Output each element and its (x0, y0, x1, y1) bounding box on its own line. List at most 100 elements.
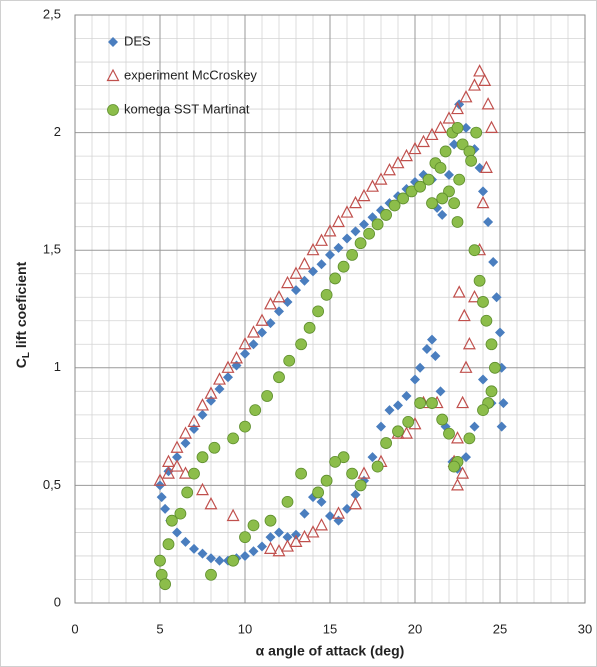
triangle-marker (298, 529, 311, 543)
circle-marker (281, 495, 294, 508)
triangle-marker (153, 473, 167, 486)
triangle-marker (451, 101, 464, 115)
y-tick-label: 1 (54, 359, 61, 374)
circle-marker (488, 361, 501, 374)
triangle-marker (213, 372, 226, 385)
circle-marker (371, 218, 384, 231)
y-label-subscript: L (21, 352, 32, 358)
triangle-marker (366, 179, 379, 192)
y-tick-label: 2 (54, 124, 61, 139)
x-tick-label: 25 (493, 621, 507, 636)
legend-label: komega SST Martinat (124, 101, 250, 116)
triangle-marker (306, 242, 320, 256)
triangle-marker (196, 398, 209, 411)
diamond-marker (108, 37, 118, 47)
circle-marker (397, 192, 410, 205)
triangle-marker (162, 466, 175, 479)
circle-marker (154, 554, 166, 567)
y-tick-label: 0 (54, 594, 61, 609)
triangle-marker (272, 543, 286, 557)
circle-marker (283, 354, 296, 367)
y-label-part: C (13, 358, 29, 368)
circle-marker (227, 554, 240, 567)
circle-marker (249, 404, 262, 417)
diamond-marker (180, 438, 191, 449)
circle-marker (485, 385, 498, 398)
circle-marker (107, 104, 119, 116)
diamond-marker (316, 259, 327, 270)
triangle-marker (459, 360, 473, 373)
circle-marker (174, 507, 187, 520)
diamond-marker (427, 334, 437, 345)
circle-marker (443, 185, 455, 198)
y-tick-label: 0,5 (43, 477, 61, 492)
triangle-marker (456, 395, 470, 409)
x-tick-label: 5 (156, 621, 163, 636)
x-tick-label: 10 (238, 621, 252, 636)
triangle-marker (452, 285, 466, 298)
circle-marker (159, 578, 172, 591)
y-tick-label: 2,5 (43, 6, 61, 21)
triangle-marker (221, 360, 235, 373)
triangle-marker (434, 120, 447, 133)
diamond-marker (393, 400, 403, 411)
diamond-marker (160, 503, 171, 514)
circle-marker (436, 413, 449, 426)
triangle-marker (451, 478, 464, 491)
circle-marker (208, 441, 221, 454)
circle-marker (188, 467, 200, 480)
triangle-marker (462, 336, 476, 350)
circle-marker (295, 467, 308, 480)
circle-marker (295, 338, 308, 351)
circle-marker (468, 244, 481, 257)
diamond-marker (214, 555, 225, 566)
x-axis-label: α angle of attack (deg) (256, 643, 405, 659)
circle-marker (434, 161, 447, 174)
triangle-marker (485, 120, 498, 133)
circle-marker (312, 305, 325, 318)
circle-marker (346, 467, 359, 480)
circle-marker (329, 272, 342, 285)
legend: DES experiment McCroskey komega SST Martin… (106, 33, 257, 116)
circle-marker (320, 474, 333, 487)
triangle-marker (289, 266, 303, 279)
circle-marker (453, 173, 466, 186)
diamond-marker (299, 508, 310, 519)
triangle-marker (106, 68, 120, 82)
circle-marker (264, 514, 277, 527)
diamond-marker (478, 186, 488, 197)
circle-marker (380, 437, 393, 449)
circle-marker (165, 514, 178, 527)
diamond-marker (189, 543, 199, 554)
triangle-marker (323, 224, 337, 237)
diamond-marker (437, 209, 448, 220)
diamond-marker (367, 452, 378, 463)
triangle-marker (315, 518, 328, 531)
y-tick-label: 1,5 (43, 242, 61, 257)
circle-marker (196, 451, 209, 464)
circle-marker (465, 154, 478, 167)
diamond-marker (342, 503, 352, 514)
triangle-marker (442, 111, 456, 124)
circle-marker (414, 180, 427, 193)
triangle-marker (425, 127, 439, 141)
diamond-marker (421, 343, 432, 354)
diamond-marker (495, 327, 505, 338)
triangle-marker (400, 148, 413, 162)
diamond-marker (257, 541, 267, 552)
diamond-marker (163, 466, 174, 477)
triangle-marker (473, 64, 487, 77)
diamond-marker (350, 489, 361, 500)
diamond-marker (265, 532, 276, 543)
circle-marker (371, 460, 384, 473)
legend-label: DES (124, 33, 151, 48)
triangle-marker (456, 466, 470, 479)
circle-marker (239, 420, 251, 433)
circle-marker (470, 126, 483, 139)
diamond-marker (180, 536, 191, 547)
triangle-marker (478, 73, 492, 86)
circle-marker (303, 321, 316, 334)
triangle-marker (238, 336, 252, 350)
diamond-marker (461, 122, 471, 133)
diamond-marker (223, 372, 233, 383)
